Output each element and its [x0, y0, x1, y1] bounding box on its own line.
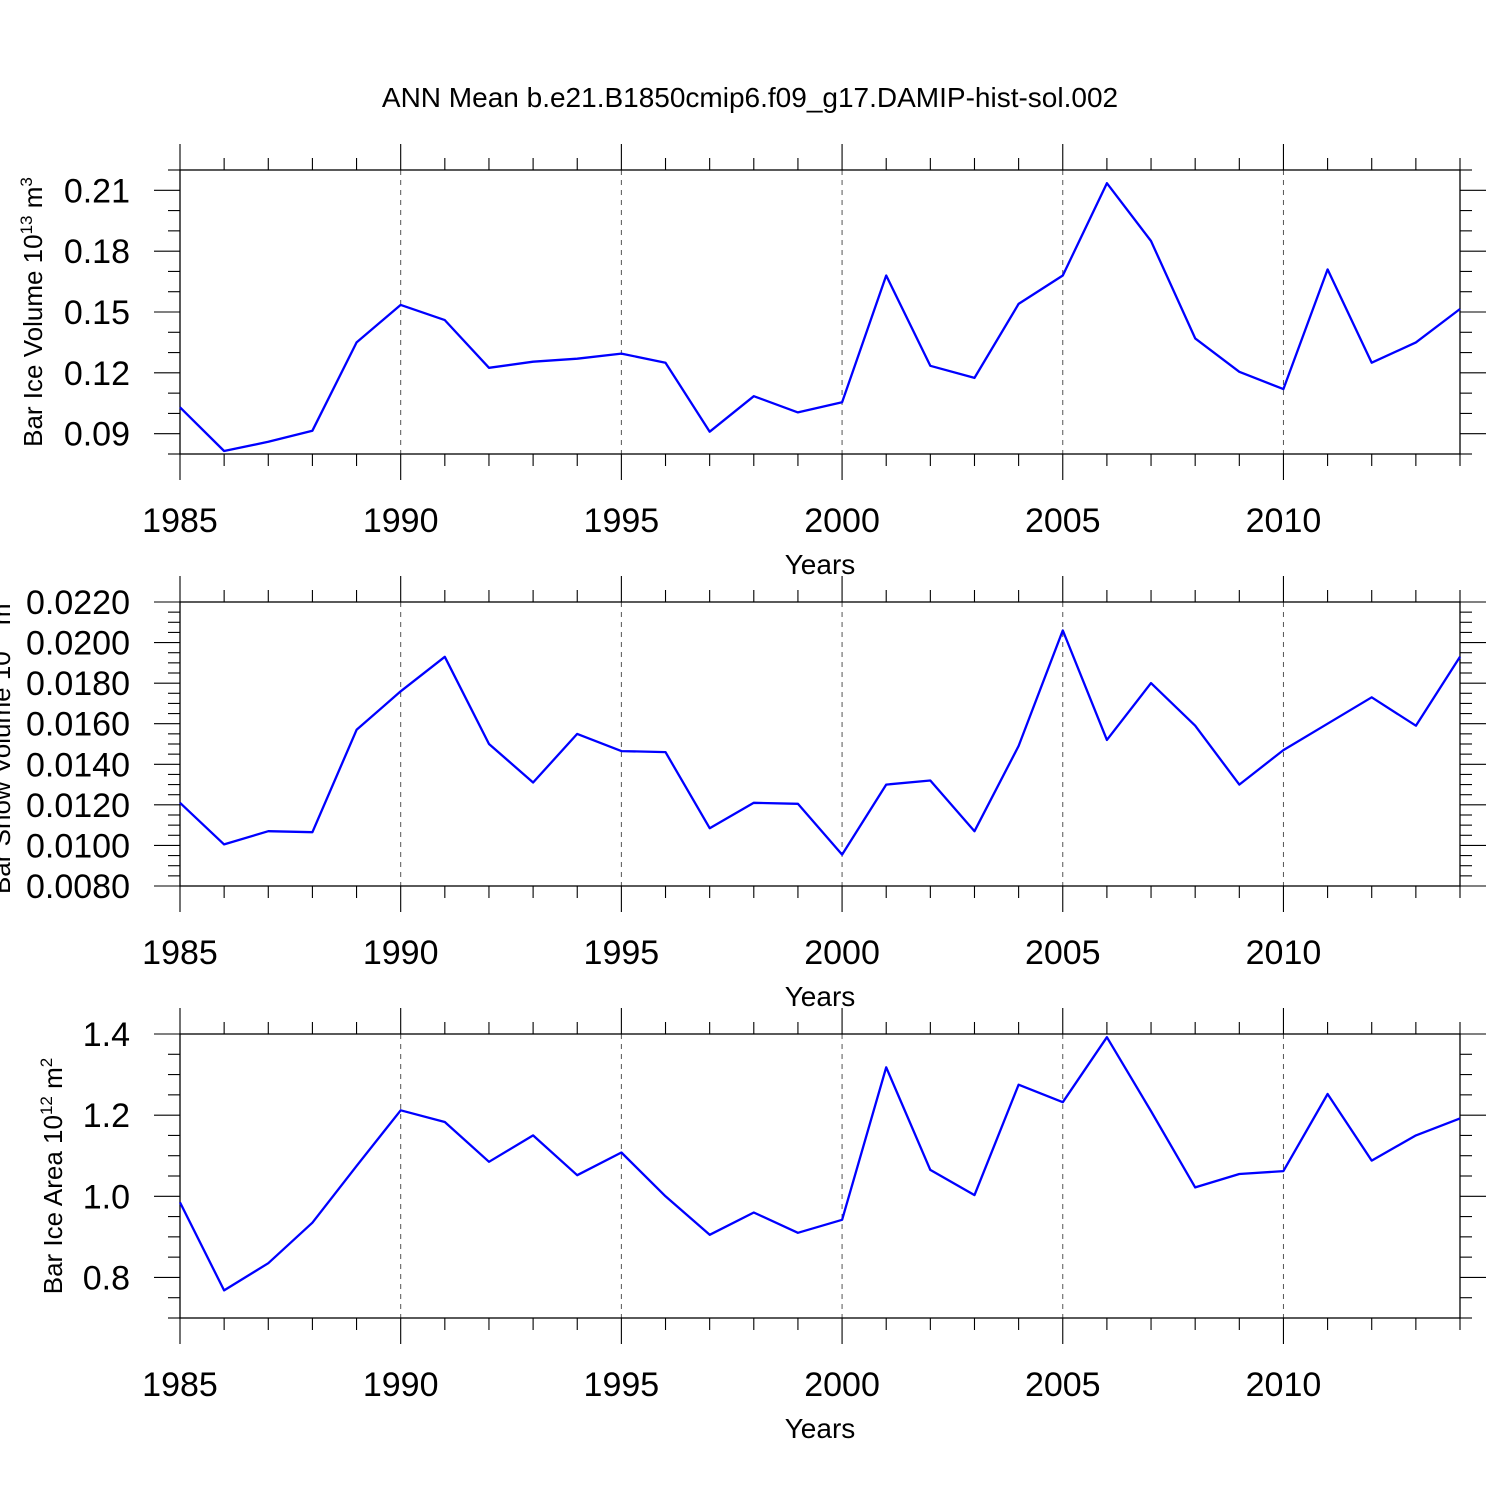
x-tick-label: 2010 [1246, 934, 1322, 972]
plot-frame [179, 601, 1461, 887]
y-tick-label: 0.8 [83, 1259, 130, 1297]
y-axis-label-unit-exponent: 3 [17, 177, 36, 186]
x-tick-label: 1995 [584, 934, 660, 972]
y-tick-label: 0.0220 [26, 584, 130, 622]
series-line [179, 629, 1461, 856]
y-tick-label: 0.09 [64, 416, 130, 454]
x-tick-label: 1990 [363, 502, 439, 540]
y-tick-label: 0.0200 [26, 625, 130, 663]
plot-frame [179, 1033, 1461, 1319]
y-axis-label-unit: m [0, 603, 16, 632]
y-axis-label-unit: m [18, 187, 48, 216]
panel-1: 1985 1990 1995 2000 2005 2010 0.09 0.12 0.15 0.18… [17, 144, 1486, 580]
x-tick-label: 2005 [1025, 502, 1101, 540]
y-tick-label: 0.0120 [26, 787, 130, 825]
y-tick-label: 0.15 [64, 294, 130, 332]
y-tick-label: 0.0180 [26, 665, 130, 703]
y-axis-label-unit-exponent: 2 [37, 1058, 56, 1067]
y-tick-label: 0.0080 [26, 868, 130, 906]
y-tick-label: 0.0160 [26, 706, 130, 744]
x-tick-label: 1985 [142, 502, 218, 540]
y-axis-label-unit-exponent: 3 [0, 594, 4, 603]
y-tick-label: 0.21 [64, 172, 130, 210]
x-tick-label: 1990 [363, 934, 439, 972]
series-line [178, 1036, 1461, 1292]
x-tick-label: 2000 [804, 1366, 880, 1404]
x-tick-label: 2005 [1025, 1366, 1101, 1404]
y-axis-label-exponent: 13 [0, 632, 4, 651]
x-tick-label: 1995 [584, 1366, 660, 1404]
x-tick-label: 2000 [804, 934, 880, 972]
x-tick-label: 2005 [1025, 934, 1101, 972]
y-axis-label-unit: m [38, 1067, 68, 1096]
panel-2: 1985 1990 1995 2000 2005 20100.00800.01000.01… [0, 576, 1486, 1012]
y-axis-label-text: Bar Snow Volume 10 [0, 651, 16, 894]
y-tick-label: 0.0140 [26, 746, 130, 784]
y-tick-label: 0.12 [64, 355, 130, 393]
x-tick-label: 1995 [584, 502, 660, 540]
x-tick-label: 1985 [142, 1366, 218, 1404]
y-axis-label: Bar Ice Volume 1013 m3 [17, 177, 48, 447]
x-axis-label: Years [785, 981, 856, 1012]
y-axis-label: Bar Ice Area 1012 m2 [37, 1058, 68, 1295]
x-tick-label: 2010 [1246, 1366, 1322, 1404]
y-tick-label: 1.4 [83, 1016, 130, 1054]
x-tick-label: 2000 [804, 502, 880, 540]
y-tick-label: 1.0 [83, 1178, 130, 1216]
panel-3: 1985 1990 1995 2000 2005 2010 0.8 1.0 1.2 1.4 Year… [37, 1008, 1486, 1444]
y-tick-label: 0.0100 [26, 827, 130, 865]
y-axis-label-text: Bar Ice Volume 10 [18, 234, 48, 446]
panels: 1985 1990 1995 2000 2005 2010 0.09 0.12 0.15 0.18… [0, 144, 1486, 1444]
y-axis-label-text: Bar Ice Area 10 [38, 1115, 68, 1294]
x-tick-label: 1990 [363, 1366, 439, 1404]
y-tick-label: 1.2 [83, 1097, 130, 1135]
y-axis-label: Bar Snow Volume 1013 m3 [0, 594, 16, 894]
plot-frame [179, 169, 1461, 455]
x-axis-label: Years [785, 1413, 856, 1444]
y-tick-label: 0.18 [64, 233, 130, 271]
series-line [179, 182, 1461, 453]
x-tick-label: 2010 [1246, 502, 1322, 540]
x-tick-label: 1985 [142, 934, 218, 972]
y-axis-label-exponent: 12 [37, 1096, 56, 1115]
y-axis-label-exponent: 13 [17, 215, 36, 234]
figure-title: ANN Mean b.e21.B1850cmip6.f09_g17.DAMIP-… [382, 82, 1118, 113]
x-axis-label: Years [785, 549, 856, 580]
